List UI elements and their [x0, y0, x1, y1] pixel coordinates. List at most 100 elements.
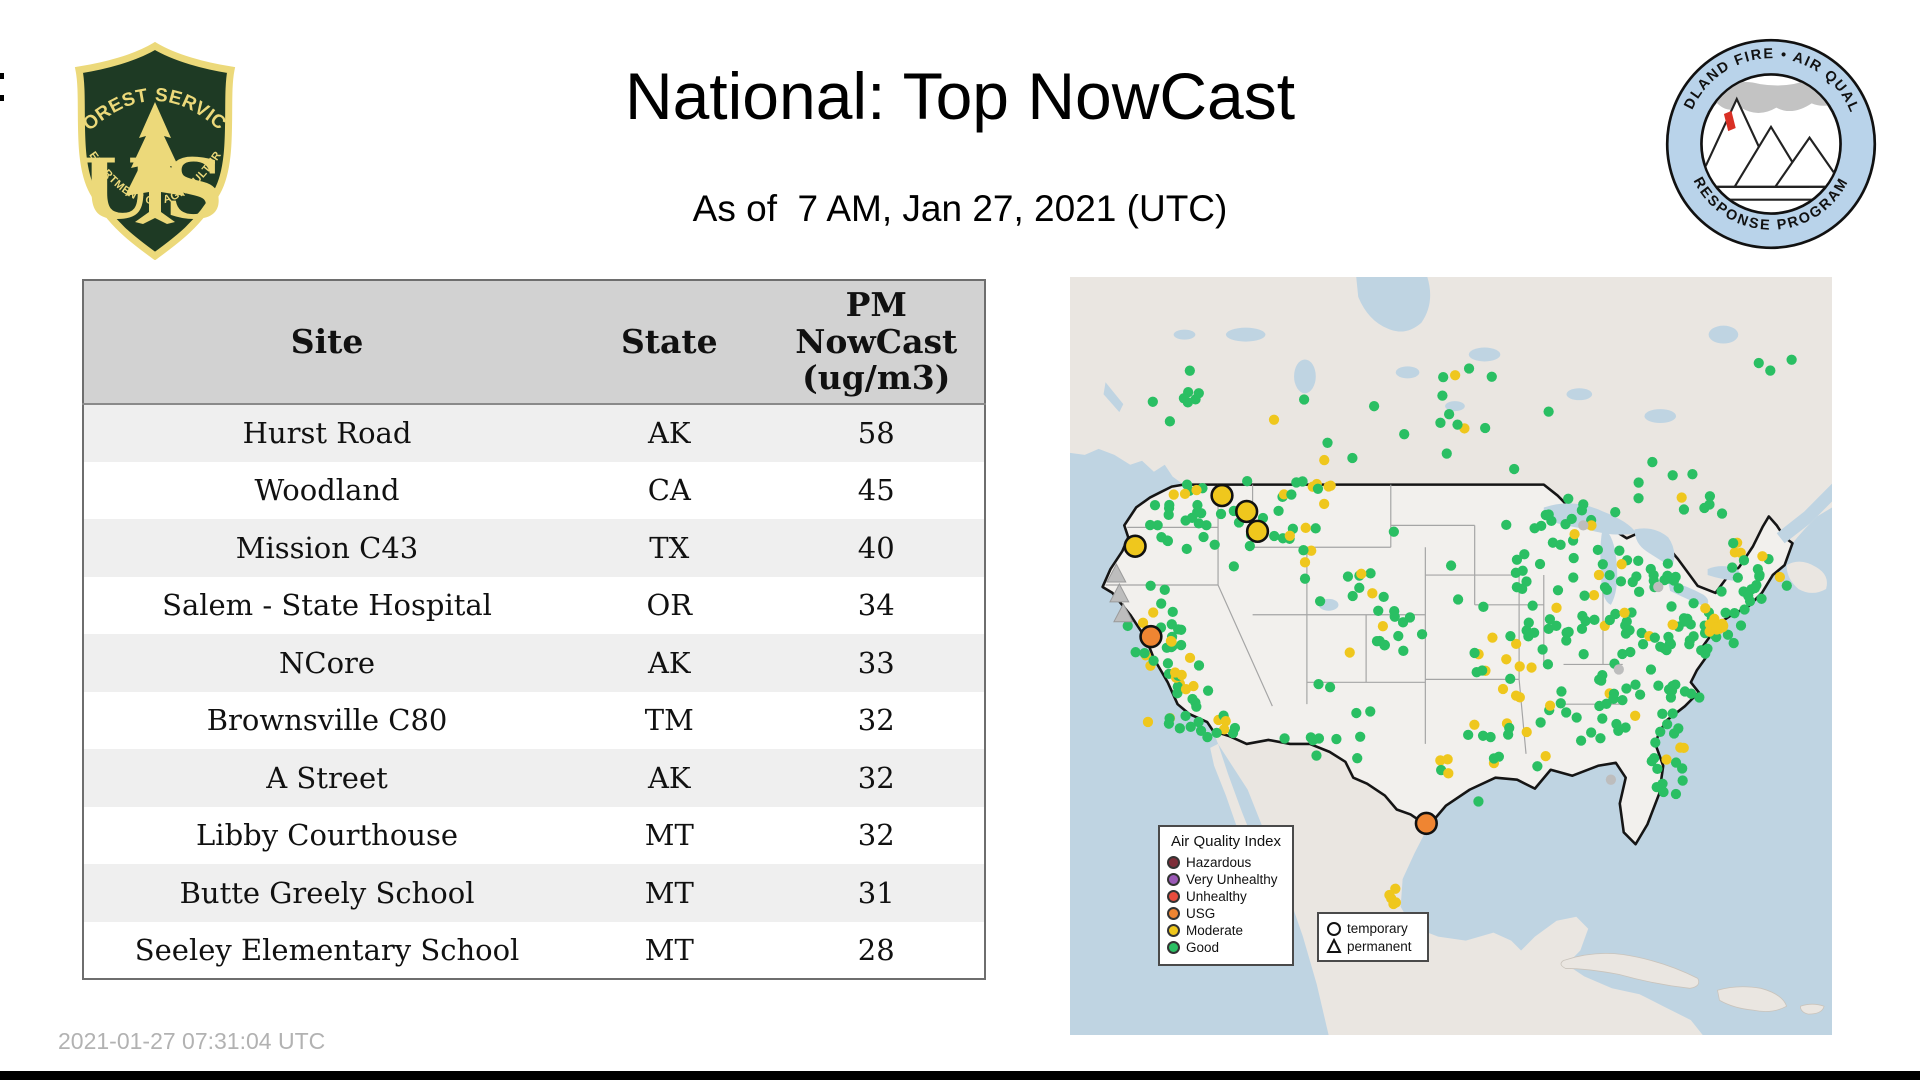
monitor-site-dot — [1667, 470, 1678, 481]
monitor-site-dot — [1269, 530, 1280, 542]
monitor-site-dot — [1542, 659, 1554, 670]
monitor-site-dot — [1704, 491, 1716, 502]
value-cell: 45 — [857, 473, 895, 508]
monitor-site-dot — [1443, 768, 1454, 779]
monitor-site-dot — [1633, 555, 1644, 566]
table-header-row: Site State PM NowCast (ug/m3) — [83, 280, 985, 405]
monitor-site-dot — [1181, 543, 1192, 555]
monitor-site-dot — [1662, 719, 1673, 730]
monitor-site-dot — [1503, 729, 1514, 740]
value-cell: 34 — [857, 588, 895, 623]
monitor-site-dot — [1716, 586, 1727, 597]
monitor-site-dot — [1597, 559, 1608, 570]
monitor-site-dot — [1501, 654, 1512, 665]
temporary-site-marker — [1123, 534, 1147, 558]
monitor-site-dot — [1532, 761, 1543, 772]
column-header-site: Site — [83, 280, 571, 405]
monitor-site-dot — [1739, 604, 1750, 615]
wfaqrp-logo: WILDLAND FIRE • AIR QUALITY RESPONSE PRO… — [1664, 34, 1877, 250]
monitor-site-dot — [1325, 480, 1336, 491]
forest-service-logo: FOREST SERVICE U S DEPARTMENT OF AGRICUL… — [64, 40, 236, 260]
monitor-site-dot — [1765, 365, 1776, 376]
no-data-site-dot — [1578, 520, 1589, 531]
monitor-site-dot — [1752, 564, 1764, 575]
monitor-site-dot — [1176, 639, 1187, 651]
monitor-site-dot — [1193, 716, 1204, 728]
monitor-site-dot — [1728, 637, 1739, 649]
hazardous-dot-icon — [1167, 856, 1180, 869]
monitor-site-dot — [1556, 686, 1567, 697]
monitor-site-dot — [1286, 489, 1297, 500]
usg-dot-icon — [1167, 907, 1180, 920]
fire-mark-icon — [1723, 110, 1736, 132]
table-row: Brownsville C80 TM 32 — [83, 691, 985, 749]
monitor-site-dot — [1486, 371, 1497, 382]
monitor-site-dot — [1547, 537, 1558, 548]
monitor-site-dot — [1551, 620, 1562, 631]
monitor-site-dot — [1162, 535, 1174, 547]
monitor-site-dot — [1700, 603, 1711, 614]
site-dots-layer — [1122, 354, 1797, 910]
monitor-site-dot — [1310, 523, 1321, 534]
monitor-site-dot — [1597, 713, 1608, 724]
monitor-site-dot — [1147, 396, 1158, 407]
monitor-site-dot — [1688, 598, 1699, 609]
monitor-site-dot — [1469, 647, 1480, 659]
monitor-site-dot — [1298, 545, 1309, 556]
special-markers-layer — [1106, 483, 1438, 836]
bottom-black-bar — [0, 1071, 1920, 1080]
monitor-site-dot — [1634, 689, 1646, 700]
temporary-circle-icon — [1327, 922, 1341, 936]
monitor-site-dot — [1215, 508, 1227, 520]
monitor-site-dot — [1297, 476, 1308, 487]
monitor-site-dot — [1675, 742, 1686, 753]
puerto-rico — [1800, 1003, 1825, 1015]
monitor-site-dot — [1645, 664, 1657, 675]
monitor-site-dot — [1130, 647, 1141, 658]
monitor-site-dot — [1384, 889, 1395, 901]
monitor-site-dot — [1604, 614, 1615, 626]
monitor-site-dot — [1727, 562, 1738, 573]
monitor-site-dot — [1578, 649, 1589, 660]
monitor-site-dot — [1679, 616, 1690, 627]
monitor-site-dot — [1139, 647, 1150, 659]
monitor-site-dot — [1655, 726, 1666, 737]
monitor-site-dot — [1167, 606, 1178, 618]
no-data-site-dot — [1653, 581, 1664, 593]
monitor-site-dot — [1351, 707, 1362, 719]
top-nowcast-table: Site State PM NowCast (ug/m3) Hurst Road… — [82, 279, 986, 980]
monitor-site-dot — [1544, 614, 1556, 625]
jamaica — [1649, 1009, 1676, 1020]
monitor-site-dot — [1162, 658, 1174, 669]
table-row: Butte Greely School MT 31 — [83, 864, 985, 922]
monitor-site-dot — [1273, 505, 1284, 517]
monitor-site-dot — [1543, 406, 1554, 417]
monitor-site-dot — [1568, 572, 1579, 583]
monitor-site-dot — [1676, 492, 1687, 503]
monitor-site-dot — [1184, 652, 1196, 664]
temporary-site-marker — [1414, 811, 1438, 836]
monitor-site-dot — [1347, 452, 1358, 464]
legend-item-hazardous: Hazardous — [1167, 855, 1285, 870]
monitor-site-dot — [1571, 712, 1582, 723]
monitor-site-dot — [1443, 409, 1455, 420]
monitor-site-dot — [1536, 520, 1547, 532]
monitor-site-dot — [1523, 617, 1534, 628]
monitor-site-dot — [1732, 572, 1743, 583]
table-row: Seeley Elementary School MT 28 — [83, 921, 985, 979]
monitor-site-dot — [1576, 505, 1588, 516]
monitor-site-dot — [1505, 630, 1516, 642]
monitor-site-dot — [1661, 644, 1672, 656]
monitor-site-dot — [1540, 509, 1551, 521]
pine-tree-icon — [125, 102, 185, 224]
edge-mark — [0, 95, 4, 101]
monitor-site-dot — [1192, 507, 1203, 518]
legend-item-good: Good — [1167, 940, 1285, 955]
state-cell: MT — [644, 818, 694, 853]
monitor-site-dot — [1397, 617, 1409, 628]
temporary-site-marker — [1139, 624, 1163, 649]
monitor-site-dot — [1652, 763, 1663, 775]
monitor-site-dot — [1174, 723, 1185, 734]
monitor-site-dot — [1528, 627, 1540, 638]
monitor-site-dot — [1521, 576, 1532, 587]
